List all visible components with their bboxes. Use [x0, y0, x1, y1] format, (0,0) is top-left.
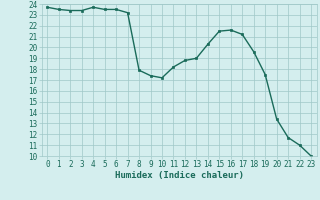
X-axis label: Humidex (Indice chaleur): Humidex (Indice chaleur) [115, 171, 244, 180]
